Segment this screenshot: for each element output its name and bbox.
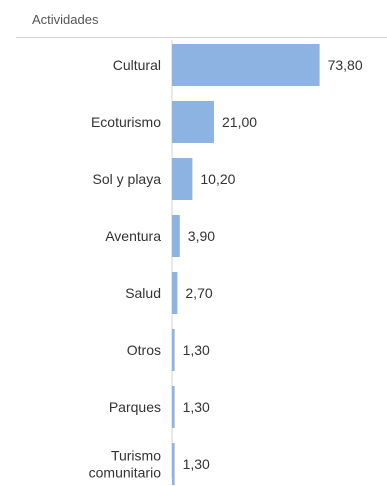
bar-cultural [172,44,320,86]
category-label-line: Ecoturismo [91,114,161,130]
category-label-sol-y-playa: Sol y playa [93,171,162,187]
value-label-turismo-comunitario: 1,30 [183,456,210,472]
value-label-salud: 2,70 [185,285,212,301]
bar-otros [172,329,175,371]
bar-turismo-comunitario [172,443,175,485]
category-label-aventura: Aventura [105,228,161,244]
category-label-cultural: Cultural [113,57,161,73]
category-label-line: comunitario [89,465,162,481]
bar-aventura [172,215,180,257]
column-header: Actividades [32,12,99,27]
category-label-turismo-comunitario: Turismo comunitario [89,448,162,481]
bar-sol-y-playa [172,158,193,200]
category-label-line: Cultural [113,57,161,73]
category-label-line: Turismo [111,448,161,464]
category-label-line: Aventura [105,228,161,244]
category-label-line: Salud [125,285,161,301]
bar-salud [172,272,178,314]
category-label-line: Otros [127,342,161,358]
category-label-line: Parques [109,399,161,415]
header-divider [16,37,387,38]
value-label-aventura: 3,90 [188,228,215,244]
value-label-cultural: 73,80 [328,57,363,73]
category-label-parques: Parques [109,399,161,415]
category-label-salud: Salud [125,285,161,301]
category-label-ecoturismo: Ecoturismo [91,114,161,130]
category-label-line: Sol y playa [93,171,162,187]
category-label-otros: Otros [127,342,161,358]
value-label-otros: 1,30 [183,342,210,358]
value-label-parques: 1,30 [183,399,210,415]
bar-parques [172,386,175,428]
value-label-sol-y-playa: 10,20 [200,171,235,187]
value-label-ecoturismo: 21,00 [222,114,257,130]
bar-ecoturismo [172,101,214,143]
